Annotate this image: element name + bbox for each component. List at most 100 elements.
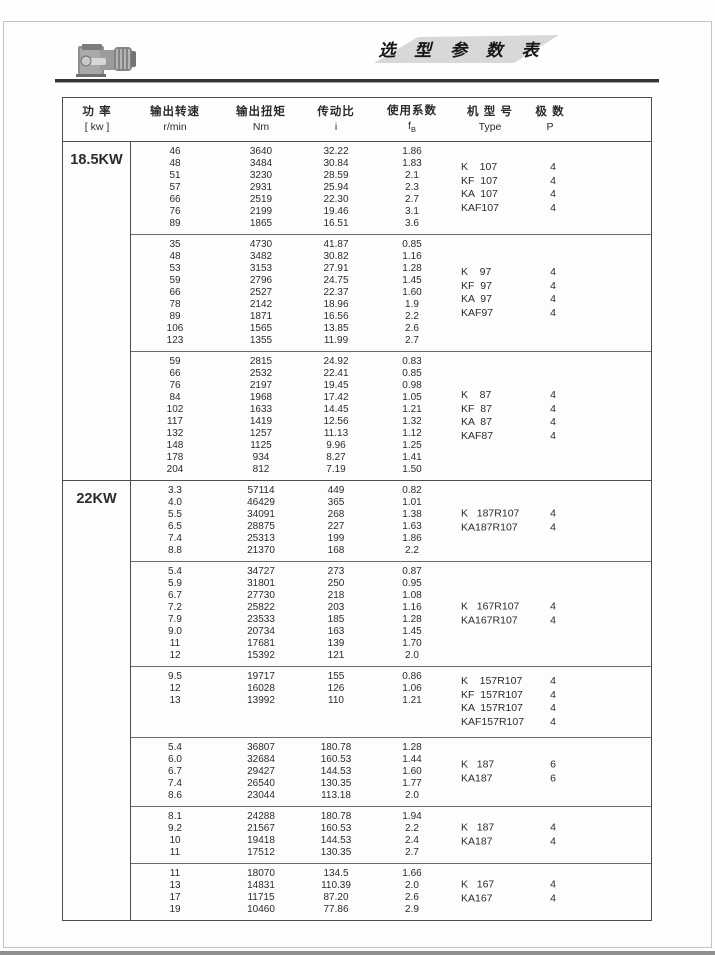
- torque-cell: 23533: [247, 614, 275, 625]
- fb-cell: 1.16: [402, 251, 422, 262]
- ratio-cell: 8.27: [326, 452, 346, 463]
- table-row: 12 15392 121 2.0: [131, 650, 651, 662]
- model-list: K 167 4 KA167 4: [461, 879, 641, 906]
- page-title: 选 型 参 数 表: [378, 41, 546, 60]
- model-type: KA 87: [461, 416, 492, 428]
- table-row: 35 4730 41.87 0.85: [131, 239, 651, 251]
- ratio-cell: 227: [327, 521, 345, 532]
- fb-cell: 1.06: [402, 683, 422, 694]
- ratio-cell: 12.56: [323, 416, 349, 427]
- model-list: K 187 4 KA187 4: [461, 822, 641, 849]
- gearmotor-photo-icon: [70, 34, 142, 84]
- fb-cell: 2.0: [405, 650, 419, 661]
- table-row: 13 13992 110 1.21: [131, 695, 651, 707]
- table-row: 6.0 32684 160.53 1.44: [131, 754, 651, 766]
- column-header-en: [ kw ]: [84, 121, 110, 134]
- model-poles: 4: [550, 835, 556, 847]
- column-header-6: 极 数 P: [525, 105, 575, 135]
- torque-cell: 19418: [247, 835, 275, 846]
- torque-cell: 2519: [249, 194, 273, 205]
- ratio-cell: 110.39: [321, 880, 351, 891]
- speed-cell: 48: [169, 158, 181, 169]
- model-poles: 4: [550, 279, 556, 292]
- fb-cell: 2.7: [405, 847, 419, 858]
- model-line: KAF87 4: [461, 430, 641, 444]
- ratio-cell: 113.18: [321, 790, 351, 801]
- fb-cell: 1.08: [402, 590, 422, 601]
- table-row: 13 14831 110.39 2.0: [131, 880, 651, 892]
- power-column: 18.5KW: [63, 142, 131, 480]
- fb-cell: 1.28: [402, 742, 422, 753]
- model-poles: 4: [550, 675, 556, 687]
- table-row: 66 2527 22.37 1.60: [131, 287, 651, 299]
- table-row: 57 2931 25.94 2.3: [131, 182, 651, 194]
- fb-cell: 1.94: [402, 811, 422, 822]
- table-header-row: 功 率 [ kw ] 输出转速 r/min 输出扭矩 Nm 传动比 i 使用系数 fB 机 型 号 T…: [63, 98, 651, 142]
- data-block-1-5: 11 18070 134.5 1.66 13 14831 110.39 2.0 17 11715 8…: [131, 863, 651, 920]
- speed-cell: 10: [169, 835, 181, 846]
- speed-cell: 66: [169, 368, 181, 379]
- speed-cell: 89: [169, 311, 181, 322]
- torque-cell: 20734: [247, 626, 275, 637]
- ratio-cell: 203: [327, 602, 345, 613]
- torque-cell: 24288: [247, 811, 275, 822]
- model-list: K 87 4 KF 87 4 KA 87 4 KAF87 4: [461, 389, 641, 443]
- column-header-en: r/min: [163, 121, 187, 134]
- torque-cell: 1355: [249, 335, 273, 346]
- table-row: 7.4 26540 130.35 1.77: [131, 778, 651, 790]
- torque-cell: 1633: [249, 404, 273, 415]
- speed-cell: 19: [169, 904, 181, 915]
- table-row: 12 16028 126 1.06: [131, 683, 651, 695]
- torque-cell: 1871: [249, 311, 273, 322]
- table-row: 89 1871 16.56 2.2: [131, 311, 651, 323]
- speed-cell: 106: [166, 323, 184, 334]
- torque-cell: 31801: [247, 578, 275, 589]
- section-blocks: 46 3640 32.22 1.86 48 3484 30.84 1.83 51 3230 28.5…: [131, 142, 651, 480]
- ratio-cell: 365: [327, 497, 345, 508]
- fb-cell: 1.45: [402, 275, 422, 286]
- model-poles: 4: [550, 878, 556, 891]
- fb-cell: 1.9: [405, 299, 419, 310]
- ratio-cell: 13.85: [323, 323, 349, 334]
- model-type: K 97: [461, 266, 492, 278]
- model-poles: 4: [550, 892, 556, 904]
- model-type: KAF157R107: [461, 715, 525, 728]
- ratio-cell: 22.41: [323, 368, 349, 379]
- speed-cell: 48: [169, 251, 181, 262]
- ratio-cell: 30.84: [323, 158, 349, 169]
- speed-cell: 9.0: [168, 626, 182, 637]
- model-type: K 167: [461, 878, 495, 891]
- torque-cell: 26540: [247, 778, 275, 789]
- ratio-cell: 268: [327, 509, 345, 520]
- speed-cell: 59: [169, 275, 181, 286]
- ratio-cell: 130.35: [320, 778, 352, 789]
- speed-cell: 7.4: [168, 533, 182, 544]
- table-row: 6.7 27730 218 1.08: [131, 590, 651, 602]
- table-row: 5.9 31801 250 0.95: [131, 578, 651, 590]
- ratio-cell: 121: [327, 650, 345, 661]
- fb-cell: 2.4: [405, 835, 419, 846]
- model-poles: 4: [550, 174, 556, 187]
- fb-cell: 1.16: [402, 602, 422, 613]
- speed-cell: 7.9: [168, 614, 182, 625]
- speed-cell: 12: [169, 683, 181, 694]
- title-banner: 选 型 参 数 表: [362, 34, 562, 66]
- torque-cell: 3482: [249, 251, 273, 262]
- fb-cell: 1.60: [402, 766, 422, 777]
- ratio-cell: 16.51: [323, 218, 349, 229]
- fb-cell: 1.86: [402, 533, 422, 544]
- column-header-cn: 传动比: [317, 105, 355, 118]
- model-line: KAF107 4: [461, 202, 641, 216]
- torque-cell: 17512: [247, 847, 275, 858]
- model-line: KA 87 4: [461, 416, 641, 430]
- model-poles: 6: [550, 758, 556, 771]
- torque-cell: 2796: [249, 275, 273, 286]
- fb-cell: 1.21: [402, 695, 422, 706]
- torque-cell: 32684: [247, 754, 275, 765]
- torque-cell: 13992: [247, 695, 275, 706]
- model-type: KAF97: [461, 306, 494, 319]
- table-row: 51 3230 28.59 2.1: [131, 170, 651, 182]
- model-type: KA 157R107: [461, 702, 523, 714]
- table-row: 204 812 7.19 1.50: [131, 464, 651, 476]
- table-row: 11 17512 130.35 2.7: [131, 847, 651, 859]
